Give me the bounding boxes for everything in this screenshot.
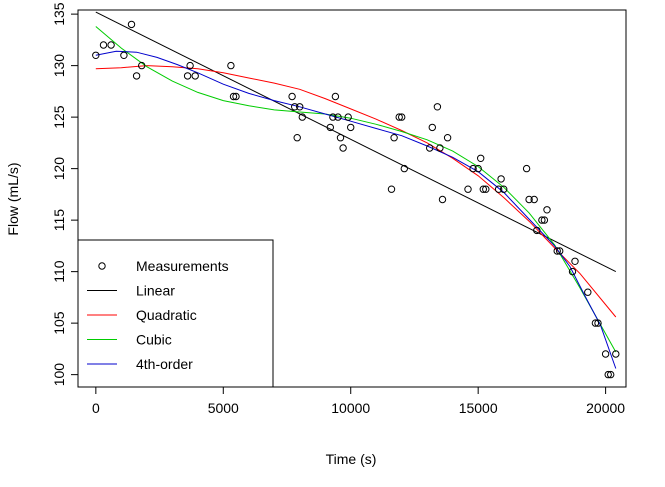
measurement-point xyxy=(329,113,337,121)
x-axis: 0 5000 10000 15000 20000 xyxy=(92,386,625,416)
measurement-point xyxy=(594,319,602,327)
y-tick-label: 125 xyxy=(51,105,67,129)
x-tick-label: 5000 xyxy=(208,400,239,416)
measurement-point xyxy=(428,123,436,132)
measurement-point xyxy=(533,226,541,235)
measurement-point xyxy=(497,175,505,183)
y-tick-label: 105 xyxy=(51,311,67,335)
measurement-point xyxy=(612,350,620,358)
y-tick-label: 115 xyxy=(51,209,67,232)
x-tick-label: 15000 xyxy=(459,400,498,416)
measurement-point xyxy=(494,185,503,193)
legend-label: 4th-order xyxy=(136,356,193,372)
measurement-point xyxy=(469,164,477,173)
measurement-point xyxy=(293,134,301,142)
x-tick-label: 10000 xyxy=(331,400,370,416)
legend-label: Measurements xyxy=(136,258,229,274)
measurement-point xyxy=(395,113,403,121)
legend: Measurements Linear Quadratic Cubic 4th-orde… xyxy=(77,239,274,388)
measurement-point xyxy=(127,20,136,29)
measurement-point xyxy=(291,103,299,111)
measurement-point xyxy=(288,92,296,101)
measurement-point xyxy=(556,247,564,255)
measurement-point xyxy=(296,103,304,111)
measurement-point xyxy=(191,72,199,80)
series-line-cubic xyxy=(95,26,617,353)
measurement-point xyxy=(298,113,306,121)
measurement-point xyxy=(482,185,490,193)
measurement-point xyxy=(326,123,334,132)
measurement-point xyxy=(347,123,355,132)
measurement-point xyxy=(543,206,551,214)
measurement-point xyxy=(390,134,398,142)
series-line-linear xyxy=(95,11,617,273)
measurement-point xyxy=(571,257,579,265)
y-axis: 100 105 110 115 120 125 130 135 xyxy=(51,2,79,387)
measurement-point xyxy=(398,113,406,121)
measurement-point xyxy=(477,154,485,163)
measurement-point xyxy=(387,185,396,193)
measurement-point xyxy=(591,319,600,327)
measurement-point xyxy=(443,134,452,142)
legend-label: Quadratic xyxy=(136,307,197,323)
y-axis-title: Flow (mL/s) xyxy=(5,162,21,235)
measurement-point xyxy=(540,216,549,224)
measurement-point xyxy=(92,51,100,59)
measurement-point xyxy=(500,185,508,193)
measurement-point xyxy=(336,134,345,142)
measurement-point xyxy=(522,164,531,173)
measurement-point xyxy=(183,72,192,80)
legend-label: Cubic xyxy=(136,332,172,348)
measurement-point xyxy=(433,103,442,111)
legend-symbol-points xyxy=(98,262,106,270)
measurement-point xyxy=(553,247,561,255)
measurement-point xyxy=(227,61,235,70)
y-tick-label: 100 xyxy=(51,363,67,387)
y-tick-label: 120 xyxy=(51,157,67,181)
y-tick-label: 110 xyxy=(51,260,67,283)
measurement-point xyxy=(334,113,342,121)
measurement-point xyxy=(568,267,577,276)
measurement-point xyxy=(538,216,546,224)
measurement-point xyxy=(464,185,472,193)
legend-label: Linear xyxy=(136,283,175,299)
y-tick-label: 135 xyxy=(51,2,67,26)
x-tick-label: 20000 xyxy=(586,400,625,416)
measurement-point xyxy=(186,61,194,70)
series-line-quadratic xyxy=(95,65,617,318)
series-layer xyxy=(92,11,620,379)
measurement-point xyxy=(107,41,115,49)
measurement-point xyxy=(479,185,487,193)
legend-box xyxy=(77,239,274,388)
measurement-point xyxy=(138,61,146,70)
measurement-point xyxy=(229,92,238,101)
y-tick-label: 130 xyxy=(51,54,67,78)
measurement-point xyxy=(232,92,240,101)
measurement-point xyxy=(426,144,434,152)
measurement-point xyxy=(132,72,141,80)
measurement-point xyxy=(339,144,347,152)
measurement-point xyxy=(331,92,340,101)
measurement-point xyxy=(604,370,612,379)
x-tick-label: 0 xyxy=(92,400,100,416)
measurement-point xyxy=(525,195,533,204)
x-axis-title: Time (s) xyxy=(326,451,377,467)
measurement-point xyxy=(99,41,108,49)
measurement-point xyxy=(438,195,447,204)
measurement-point xyxy=(584,288,592,296)
measurement-point xyxy=(436,144,444,152)
measurement-point xyxy=(474,164,482,173)
measurement-point xyxy=(344,113,352,121)
measurement-point xyxy=(530,195,538,204)
measurement-point xyxy=(400,164,408,173)
measurement-point xyxy=(601,350,610,358)
measurement-point xyxy=(120,51,128,59)
measurement-point xyxy=(607,370,615,379)
